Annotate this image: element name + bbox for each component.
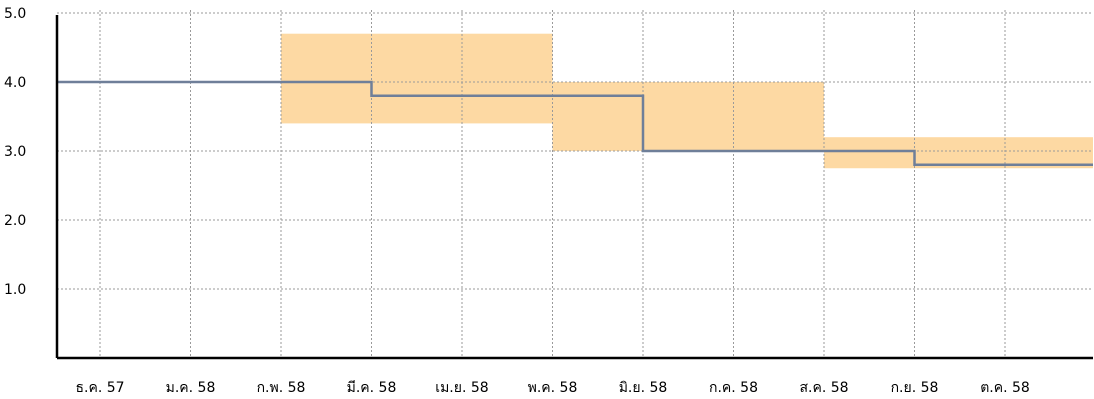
x-tick-label: ต.ค. 58 bbox=[980, 380, 1030, 396]
y-tick-label: 4.0 bbox=[4, 75, 26, 91]
series-line-1 bbox=[57, 80, 1093, 167]
grid-lines bbox=[57, 10, 1093, 358]
y-tick-label: 3.0 bbox=[4, 144, 26, 160]
axes bbox=[55, 15, 1093, 360]
x-tick-label: ก.ค. 58 bbox=[709, 380, 758, 396]
x-tick-label: มี.ค. 58 bbox=[347, 380, 397, 396]
x-tick-label: ม.ค. 58 bbox=[166, 380, 216, 396]
x-tick-label: ก.ย. 58 bbox=[891, 380, 939, 396]
x-tick-label: พ.ค. 58 bbox=[528, 380, 578, 396]
range-band-2 bbox=[552, 82, 824, 151]
range-bands bbox=[281, 33, 1093, 169]
y-tick-label: 1.0 bbox=[4, 282, 26, 298]
tick-labels: 5.0 4.0 3.0 2.0 1.0 ธ.ค. 57 ม.ค. 58 ก.พ. 58 มี.ค… bbox=[4, 6, 1030, 396]
x-tick-label: ส.ค. 58 bbox=[799, 380, 848, 396]
x-tick-label: มิ.ย. 58 bbox=[619, 380, 668, 396]
x-tick-label: ธ.ค. 57 bbox=[75, 380, 124, 396]
y-tick-label: 5.0 bbox=[4, 6, 26, 22]
series-layer bbox=[57, 80, 1093, 167]
x-tick-label: ก.พ. 58 bbox=[257, 380, 306, 396]
x-tick-label: เม.ย. 58 bbox=[435, 380, 488, 396]
range-band-3 bbox=[824, 137, 1093, 169]
y-tick-label: 2.0 bbox=[4, 213, 26, 229]
range-band-1 bbox=[281, 33, 553, 124]
